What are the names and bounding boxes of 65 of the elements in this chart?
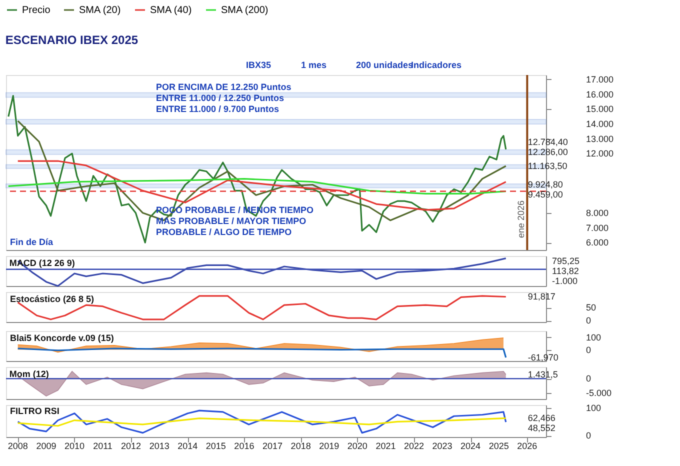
annotation: ENTRE 11.000 / 9.700 Puntos: [156, 104, 280, 114]
y-tick-label: 8.000: [586, 208, 609, 218]
y-tick-label: 12.000: [586, 148, 614, 159]
text: -1.000: [552, 276, 578, 286]
y-tick-label: 0: [586, 430, 592, 441]
y-tick-label: 0: [586, 316, 592, 326]
annotation: ENTRE 11.000 / 12.250 Puntos: [156, 93, 284, 103]
y-tick-label: 50: [586, 302, 596, 313]
annotation: 48,552: [528, 423, 556, 434]
annotation: 9.459,00: [528, 189, 563, 200]
y-tick-label: -5.000: [586, 388, 612, 398]
x-tick-label: 2022: [404, 441, 424, 451]
x-tick-label: 2011: [93, 441, 112, 451]
x-tick-label: 2013: [149, 441, 170, 451]
y-tick-label: 100: [586, 332, 602, 342]
chart-title: Estocástico (26 8 5): [10, 294, 94, 304]
chart-title: FILTRO RSI: [10, 406, 60, 416]
x-tick-label: 2012: [121, 441, 142, 451]
annotation: POR ENCIMA DE 12.250 Puntos: [156, 82, 292, 92]
y-tick-label: 17.000: [586, 74, 614, 84]
x-tick-label: 2020: [347, 441, 368, 451]
y-tick-label: 14.000: [586, 118, 614, 129]
chart-title: Blai5 Koncorde v.09 (15): [10, 333, 114, 343]
text: 1 mes: [301, 60, 327, 70]
text: IBX35: [246, 60, 272, 70]
annotation: PROBABLE / ALGO DE TIEMPO: [156, 227, 292, 237]
y-tick-label: 0: [586, 344, 592, 355]
x-tick-label: 2017: [262, 441, 283, 451]
annotation: MAS PROBABLE / MAYOR TIEMPO: [156, 216, 306, 226]
legend-label: SMA (20): [79, 5, 121, 16]
text: 795,25: [552, 256, 580, 266]
x-tick-label: 2021: [376, 441, 396, 451]
annotation: 91,817: [528, 292, 556, 302]
legend-label: SMA (40): [150, 5, 192, 16]
text: 113,82: [552, 266, 579, 276]
x-tick-label: 2024: [460, 441, 481, 451]
annotation: 12.784,40: [528, 136, 568, 147]
chart-title: Mom (12): [9, 369, 49, 379]
legend-label: Precio: [22, 5, 51, 16]
y-tick-label: 16.000: [586, 89, 614, 100]
x-tick-label: 2018: [290, 441, 311, 451]
y-tick-label: 15.000: [586, 104, 614, 114]
x-tick-label: 2025: [488, 441, 509, 451]
y-tick-label: 13.000: [586, 134, 614, 144]
x-tick-label: 2015: [206, 441, 226, 451]
legend-label: SMA (200): [221, 5, 268, 16]
y-tick-label: 0: [586, 374, 592, 384]
chart-title: ESCENARIO IBEX 2025: [5, 33, 138, 47]
x-tick-label: 2014: [178, 441, 198, 451]
annotation: 62,466: [528, 413, 556, 424]
ref-line-label: ene 2026: [516, 200, 526, 238]
annotation: Fin de Día: [10, 237, 54, 247]
y-tick-label: 6.000: [586, 238, 609, 248]
x-tick-label: 2010: [64, 441, 84, 451]
x-tick-label: 2009: [36, 441, 56, 451]
x-tick-label: 2026: [517, 441, 538, 451]
annotation: -61,970: [528, 352, 558, 362]
annotation: 9.924,80: [528, 179, 563, 190]
x-tick-label: 2019: [319, 441, 340, 451]
y-tick-label: 7.000: [586, 222, 609, 233]
annotation: 1.431,5: [528, 369, 558, 380]
x-tick-label: 2023: [432, 441, 452, 451]
x-tick-label: 2016: [234, 441, 254, 451]
x-tick-label: 2008: [8, 441, 28, 451]
y-tick-label: 100: [586, 402, 602, 413]
